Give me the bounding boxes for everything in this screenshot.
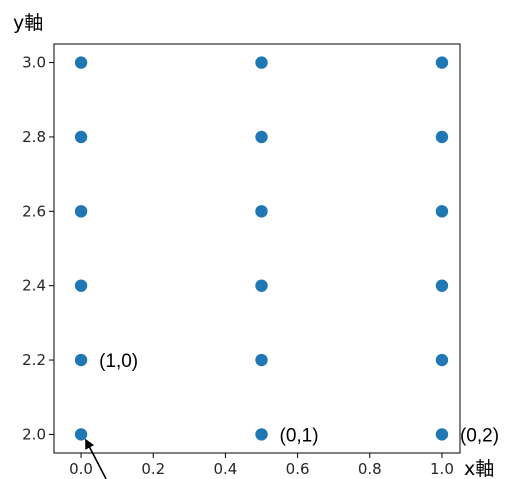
y-tick-label: 2.0 [22,425,46,443]
data-point [255,130,268,144]
data-point [435,56,449,69]
annotation-arrow [85,438,107,479]
y-tick-label: 3.0 [22,54,46,72]
annotation-label: (1,0) [99,351,138,372]
x-tick-label: 0.2 [141,460,165,478]
x-axis-label: x軸 [464,458,494,479]
x-tick-label: 0.6 [286,460,310,478]
data-point [435,428,449,441]
data-point [255,205,268,218]
data-point [74,56,88,69]
plot-area-frame [53,43,461,454]
x-tick-label: 0.0 [69,460,93,478]
data-point [74,428,88,441]
data-point [255,56,268,69]
y-tick-label: 2.8 [22,128,46,146]
data-point [74,205,88,218]
data-point [255,428,268,441]
data-point [74,279,88,292]
data-point [435,130,449,144]
y-tick-label: 2.2 [22,351,46,369]
data-point [255,279,268,292]
ticks-layer: 0.0 0.2 0.4 0.6 0.8 1.0 2.0 2.2 2.4 2.6 2.8 3.0 [22,54,454,478]
y-axis-label: y軸 [13,12,43,34]
data-point [435,205,449,218]
annotation-label: (0,1) [280,425,319,446]
data-point [435,279,449,292]
x-tick-label: 1.0 [430,460,454,478]
annotation-label: (0,2) [460,425,499,446]
marks-layer: (1,0) (0,1) (0,2) [74,56,499,479]
x-tick-label: 0.4 [213,460,237,478]
data-point [255,353,268,367]
x-tick-label: 0.8 [358,460,382,478]
y-tick-label: 2.6 [22,202,46,220]
data-point [74,130,88,144]
y-tick-label: 2.4 [22,277,46,295]
data-point [435,353,449,367]
data-point [74,353,88,367]
